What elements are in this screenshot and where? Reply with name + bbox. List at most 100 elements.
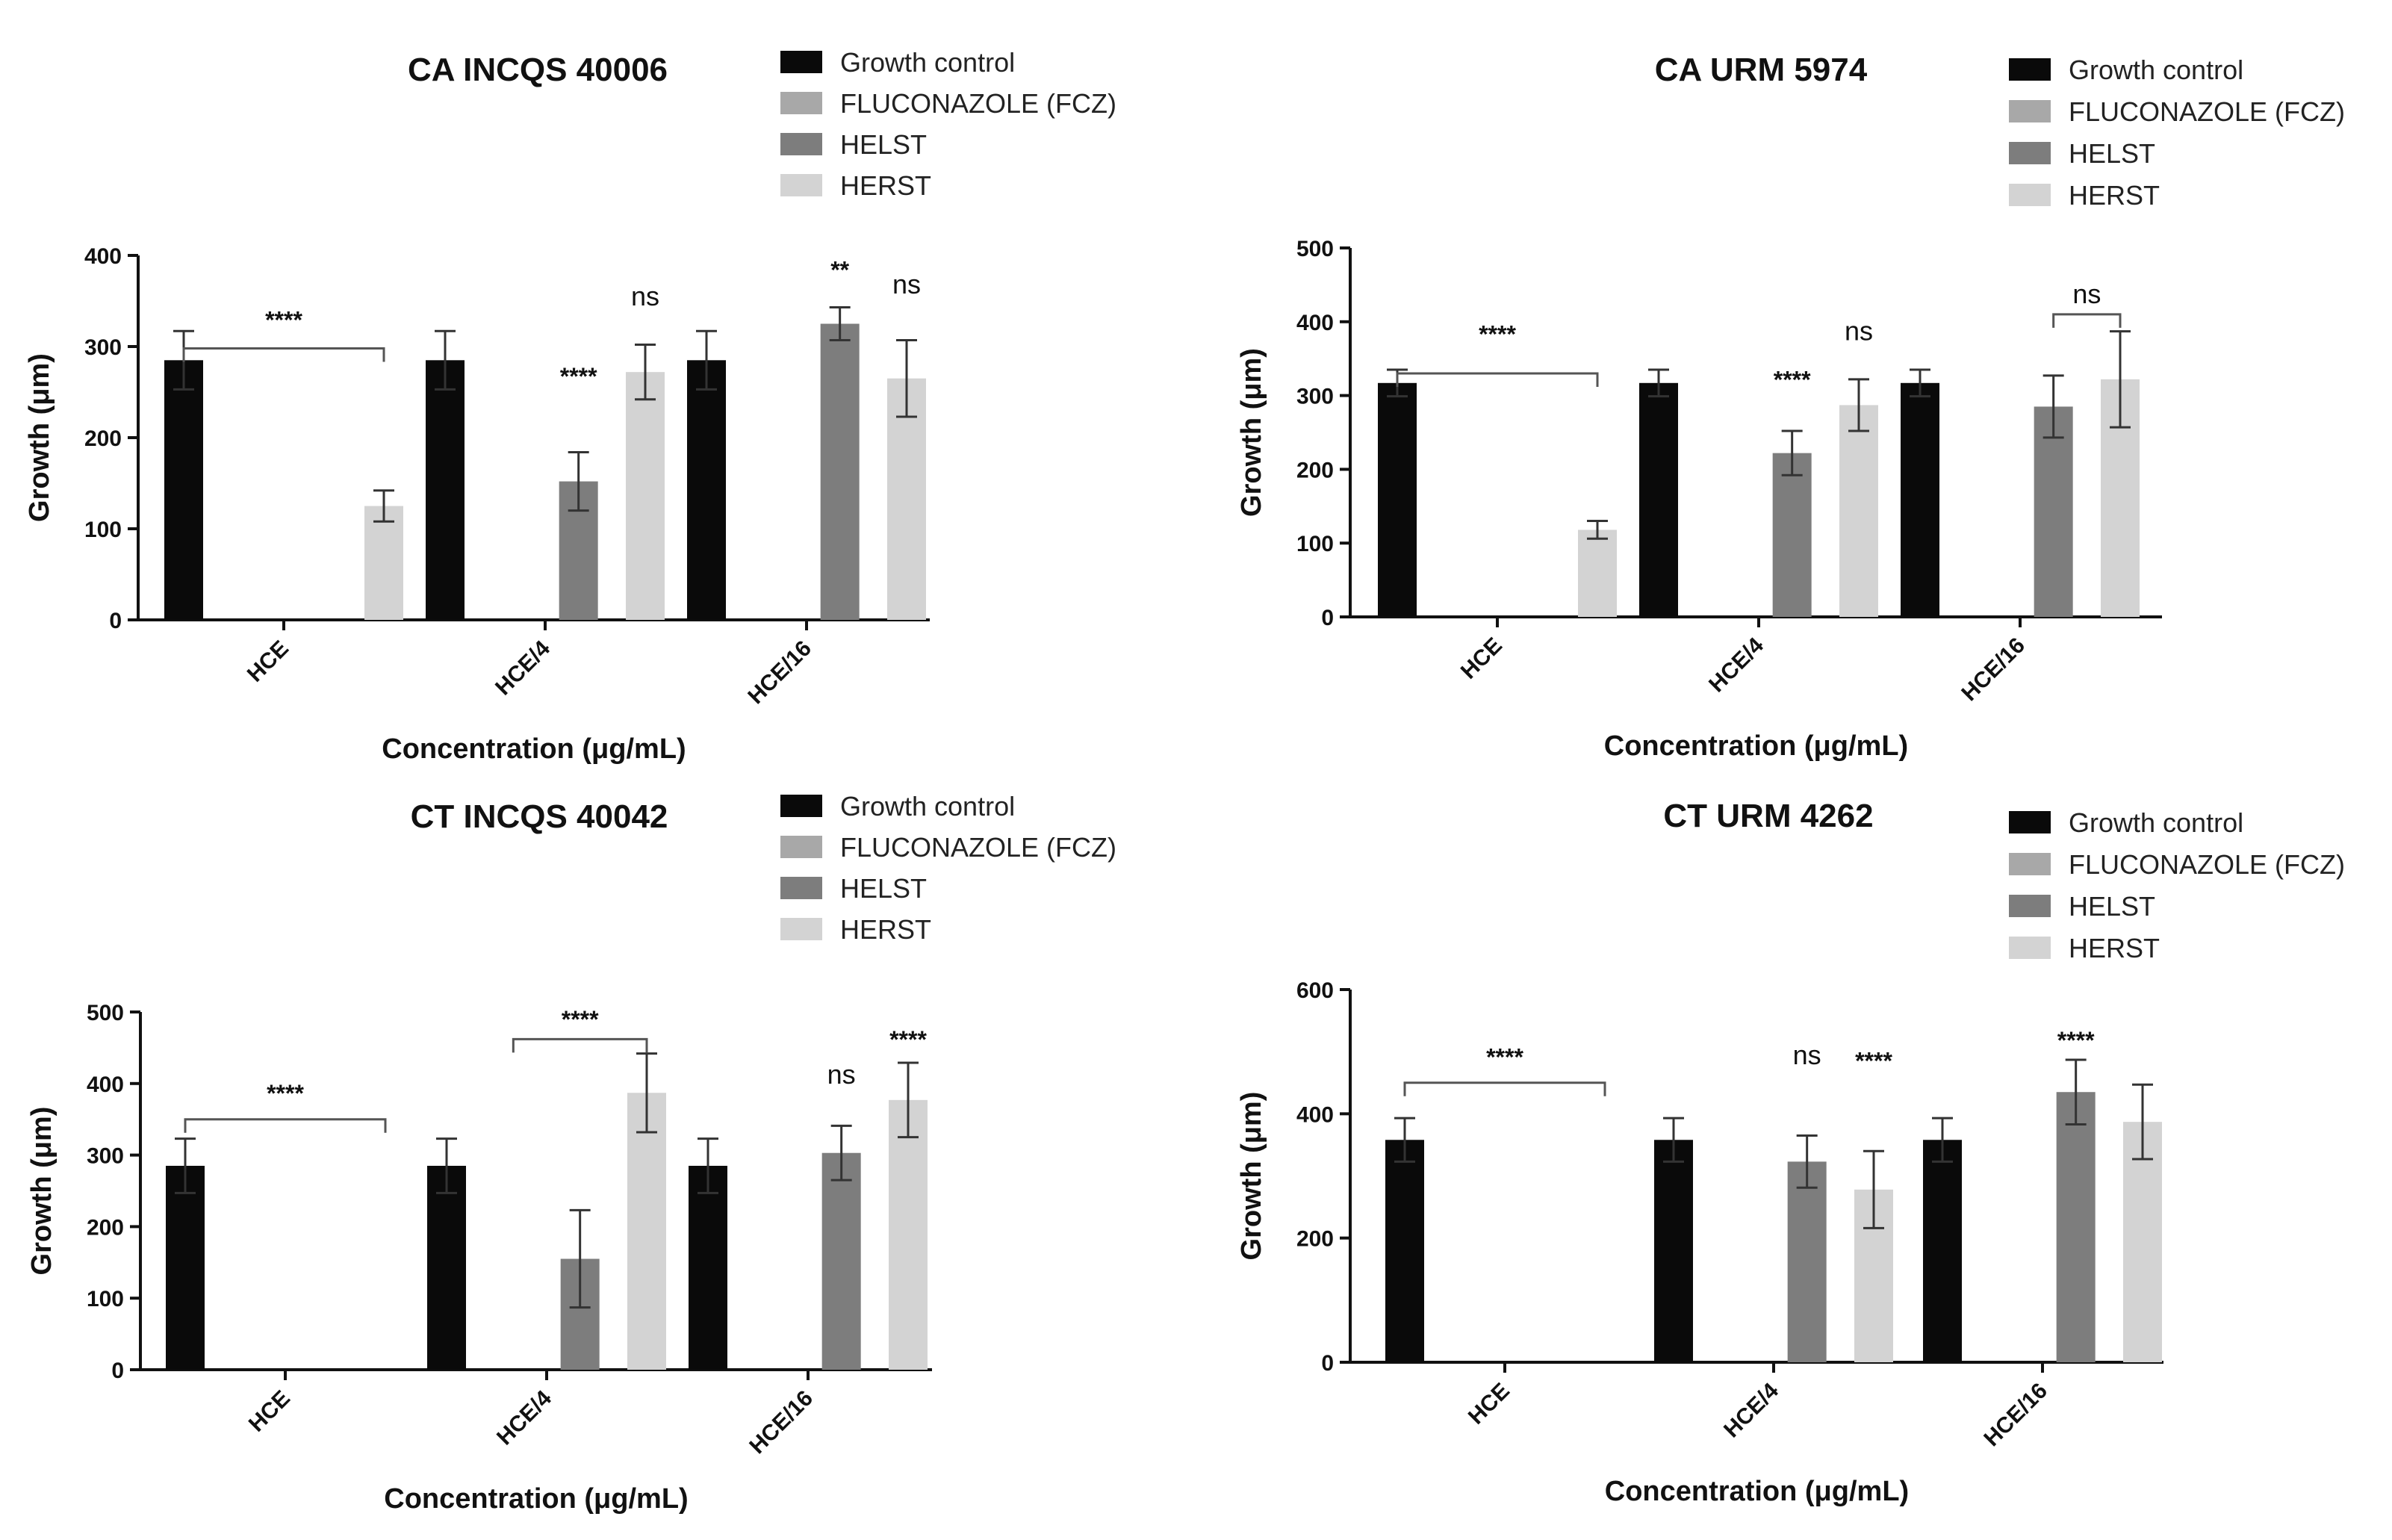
bar-herst — [889, 1099, 928, 1370]
bar-helst — [1787, 1161, 1827, 1362]
bar-growth-control — [164, 360, 203, 620]
significance-label: **** — [889, 1026, 927, 1053]
error-bar — [636, 1052, 657, 1134]
category-label: HCE — [244, 1386, 295, 1437]
legend-label: FLUCONAZOLE (FCZ) — [2069, 849, 2345, 880]
significance-bracket — [1396, 372, 1599, 387]
bar-helst — [821, 1152, 861, 1370]
error-bar — [435, 329, 456, 391]
y-tick-label: 200 — [87, 1215, 124, 1240]
legend-swatch — [2009, 184, 2051, 206]
chart-panel-3: CT INCQS 40042 Growth control FLUCONAZOLE … — [26, 791, 1116, 1515]
y-tick-label: 0 — [111, 1359, 124, 1383]
error-bar — [1663, 1117, 1684, 1163]
error-bar — [2042, 374, 2064, 439]
y-tick-label: 400 — [87, 1072, 124, 1097]
chart-title: CA INCQS 40006 — [408, 52, 668, 88]
legend-label: Growth control — [2069, 807, 2243, 838]
y-tick-label: 600 — [1296, 978, 1334, 1003]
error-bar — [436, 1137, 457, 1194]
bar-helst — [1772, 453, 1812, 617]
legend-swatch — [2009, 142, 2051, 164]
bar-helst — [2034, 406, 2073, 617]
category-label: HCE — [1456, 633, 1507, 684]
y-tick-label: 0 — [109, 609, 122, 633]
x-axis-label: Concentration (μg/mL) — [1605, 1476, 1909, 1507]
legend-label: FLUCONAZOLE (FCZ) — [840, 88, 1116, 119]
legend-swatch — [780, 877, 822, 899]
bar-growth-control — [687, 360, 726, 620]
error-bar — [2065, 1058, 2087, 1125]
y-tick-label: 200 — [84, 426, 122, 451]
error-bar — [568, 451, 589, 512]
error-bar — [1910, 368, 1930, 398]
legend-label: HERST — [840, 914, 931, 945]
category-label: HCE — [243, 636, 293, 687]
significance-label: ns — [892, 269, 921, 299]
chart-panel-2: CA URM 5974 Growth control FLUCONAZOLE (FC… — [1236, 52, 2345, 762]
legend-label: HELST — [840, 873, 927, 904]
significance-bracket — [2052, 313, 2122, 328]
y-tick-label: 500 — [87, 1001, 124, 1025]
y-tick-label: 200 — [1296, 458, 1334, 482]
legend-label: FLUCONAZOLE (FCZ) — [840, 832, 1116, 863]
category-label: HCE/16 — [743, 636, 816, 710]
error-bar — [898, 1061, 919, 1139]
error-bar — [1394, 1117, 1415, 1163]
bar-herst — [1578, 530, 1617, 617]
legend-swatch — [2009, 937, 2051, 959]
error-bar — [696, 329, 717, 391]
bar-growth-control — [166, 1165, 205, 1370]
error-bar — [2110, 330, 2131, 429]
legend-swatch — [2009, 100, 2051, 122]
chart-panel-4: CT URM 4262 Growth control FLUCONAZOLE (FC… — [1236, 798, 2345, 1507]
legend-swatch — [780, 51, 822, 73]
legend-swatch — [2009, 58, 2051, 81]
y-tick-label: 200 — [1296, 1227, 1334, 1252]
significance-label: ns — [1793, 1040, 1821, 1070]
significance-label: **** — [1774, 367, 1811, 394]
y-tick-label: 100 — [1296, 532, 1334, 556]
legend-swatch — [2009, 853, 2051, 875]
significance-bracket — [184, 1118, 387, 1133]
legend-label: HERST — [2069, 933, 2160, 963]
significance-label: **** — [267, 1080, 304, 1107]
significance-label: **** — [1486, 1043, 1523, 1070]
y-tick-label: 0 — [1321, 606, 1334, 630]
significance-bracket — [512, 1037, 648, 1053]
significance-label: **** — [1479, 320, 1516, 347]
category-label: HCE — [1464, 1379, 1515, 1429]
category-label: HCE/4 — [1719, 1378, 1783, 1442]
y-axis-label: Growth (μm) — [24, 353, 55, 522]
error-bar — [1796, 1134, 1818, 1189]
bar-helst — [820, 323, 860, 620]
legend-swatch — [780, 836, 822, 858]
bar-growth-control — [1639, 382, 1678, 617]
bar-growth-control — [1901, 382, 1939, 617]
error-bar — [635, 344, 656, 401]
y-tick-label: 400 — [1296, 311, 1334, 335]
legend-label: Growth control — [2069, 55, 2243, 85]
y-tick-label: 100 — [84, 518, 122, 542]
category-label: HCE/16 — [1957, 633, 2030, 707]
bar-growth-control — [426, 360, 465, 620]
bar-growth-control — [689, 1165, 727, 1370]
error-bar — [2132, 1083, 2153, 1161]
error-bar — [1848, 378, 1869, 432]
error-bar — [373, 489, 394, 523]
significance-label: **** — [562, 1006, 599, 1033]
error-bar — [829, 306, 851, 341]
bar-herst — [626, 372, 665, 620]
y-axis-label: Growth (μm) — [1236, 1092, 1267, 1261]
legend-swatch — [780, 795, 822, 817]
error-bar — [175, 1137, 196, 1194]
y-tick-label: 300 — [84, 335, 122, 360]
significance-label: ns — [827, 1059, 856, 1090]
error-bar — [569, 1208, 591, 1309]
y-tick-label: 0 — [1321, 1351, 1334, 1376]
x-axis-label: Concentration (μg/mL) — [382, 733, 686, 765]
y-tick-label: 100 — [87, 1287, 124, 1311]
legend-label: Growth control — [840, 47, 1015, 78]
category-label: HCE/4 — [492, 1385, 556, 1450]
